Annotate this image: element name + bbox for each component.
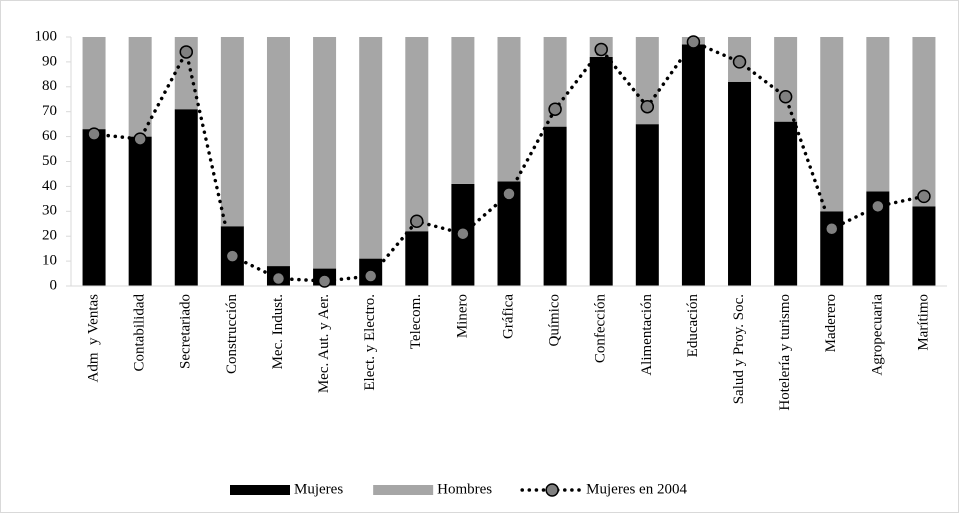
legend-label: Mujeres [294, 481, 343, 497]
bar [266, 37, 290, 267]
y-tick-label: 100 [35, 28, 58, 44]
bar [174, 109, 198, 287]
line-marker [133, 132, 147, 146]
bar [82, 37, 106, 130]
bar [912, 206, 936, 286]
x-tick-label: Elect. y Electro. [362, 294, 378, 391]
x-tick-label: Agropecuaria [869, 294, 885, 376]
y-tick-label: 40 [42, 178, 57, 194]
bar [543, 126, 567, 286]
line-marker [778, 90, 793, 104]
x-tick-label: Construcción [224, 294, 240, 374]
line-marker [548, 102, 562, 116]
bar [774, 121, 798, 286]
line-marker [686, 35, 701, 49]
y-tick-label: 70 [42, 103, 57, 119]
line-marker [871, 199, 885, 214]
legend-label: Hombres [437, 481, 492, 497]
bar [866, 191, 890, 286]
y-tick-label: 20 [42, 228, 57, 244]
bar [728, 81, 752, 286]
line-marker [179, 45, 194, 59]
bar [497, 37, 521, 182]
legend-label: Mujeres en 2004 [586, 481, 687, 497]
y-tick-label: 80 [42, 78, 57, 94]
x-tick-label: Mec. Indust. [270, 294, 286, 369]
line-marker [410, 214, 424, 229]
bar [451, 37, 475, 184]
y-tick-label: 30 [42, 203, 57, 219]
line-marker [317, 274, 332, 288]
legend-swatch [230, 485, 290, 495]
bar [313, 37, 337, 269]
bar [912, 37, 936, 207]
x-tick-label: Minero [454, 294, 470, 338]
bar [405, 231, 429, 286]
line-marker [271, 271, 286, 286]
bar [681, 44, 705, 286]
x-tick-label: Mec. Aut. y Aer. [316, 294, 332, 393]
x-tick-label: Contabilidad [132, 294, 148, 372]
x-tick-label: Maderero [823, 294, 839, 352]
bar [128, 37, 152, 137]
y-tick-label: 50 [42, 153, 57, 169]
x-tick-label: Educación [685, 294, 701, 358]
line-marker [456, 226, 470, 241]
bar [866, 37, 890, 192]
x-tick-label: Confección [593, 294, 609, 364]
line-marker [824, 221, 839, 236]
bar [359, 37, 383, 259]
line-marker [225, 249, 240, 263]
x-tick-label: Telecom. [408, 294, 424, 349]
bar [497, 181, 521, 286]
line-marker [732, 55, 747, 69]
x-tick-label: Secretariado [178, 294, 194, 369]
x-tick-label: Alimentación [639, 294, 655, 376]
bar [589, 56, 613, 286]
x-tick-label: Químico [547, 294, 563, 347]
bar [82, 129, 106, 286]
bar [635, 37, 659, 125]
bar [774, 37, 798, 122]
line-marker [363, 269, 378, 283]
x-tick-label: Hotelería y turismo [777, 294, 793, 411]
line-marker [640, 99, 655, 114]
y-tick-label: 0 [50, 277, 58, 293]
line-marker [594, 42, 608, 57]
x-tick-label: Salud y Proy. Soc. [731, 294, 747, 404]
bar [543, 37, 567, 127]
line-marker [87, 127, 101, 141]
legend-marker [545, 483, 559, 497]
bar [220, 37, 244, 227]
bar [820, 37, 844, 212]
x-tick-label: Adm y Ventas [85, 294, 101, 383]
legend-swatch [373, 485, 434, 495]
y-tick-label: 90 [42, 53, 57, 69]
bar [635, 124, 659, 287]
y-tick-label: 60 [42, 128, 57, 144]
bar [405, 37, 429, 232]
line-marker [917, 189, 931, 204]
line-marker [502, 187, 516, 201]
x-tick-label: Marítimo [915, 294, 931, 351]
y-tick-label: 10 [42, 253, 57, 269]
x-tick-label: Gráfica [500, 294, 516, 339]
bar [128, 136, 152, 286]
